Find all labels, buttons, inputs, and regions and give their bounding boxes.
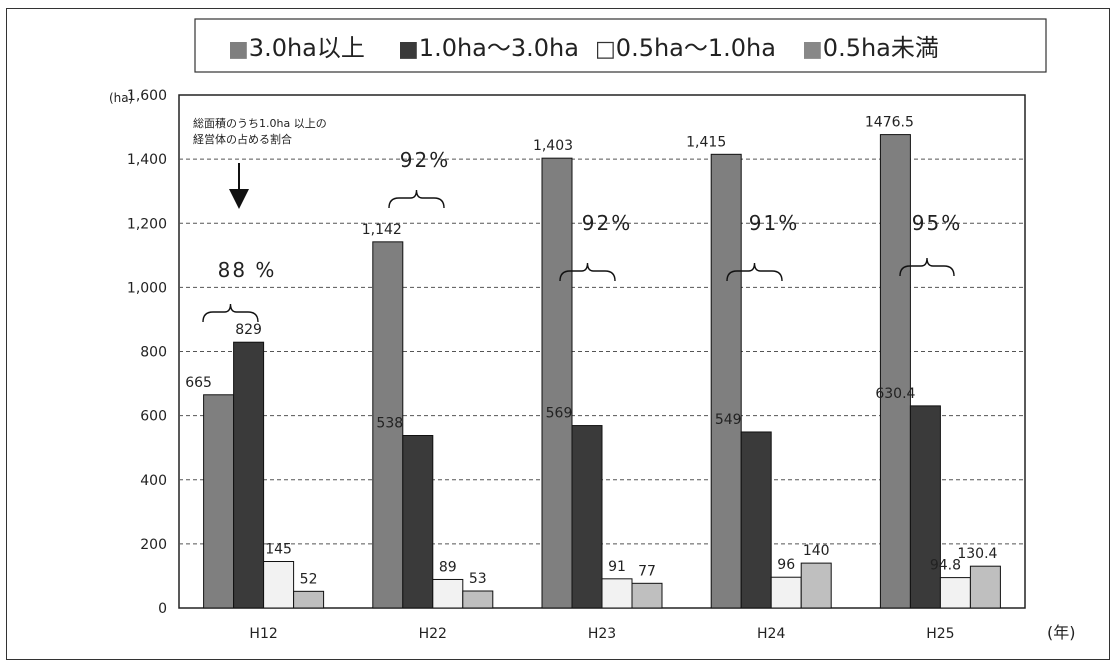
bar-H12-series-1 <box>203 394 235 609</box>
legend-label-2: 1.0ha～3.0ha <box>419 34 579 62</box>
legend-swatch-1: ■ <box>228 37 249 62</box>
y-tick-label: 1,200 <box>127 216 167 232</box>
bar-H25-series-3 <box>939 577 971 609</box>
legend-entry-3: □0.5ha～1.0ha <box>595 34 776 62</box>
y-tick-label: 800 <box>140 345 167 361</box>
brace <box>388 189 445 209</box>
x-tick-label: H22 <box>419 626 447 642</box>
bar-H22-series-4 <box>462 590 494 609</box>
bar-H25-series-2 <box>909 405 941 609</box>
bar-chart: ■3.0ha以上 ■1.0ha～3.0ha □0.5ha～1.0ha ■0.5ha未満… <box>109 18 1076 642</box>
brace <box>559 262 616 282</box>
bar-H23-series-3 <box>601 578 633 609</box>
legend: ■3.0ha以上 ■1.0ha～3.0ha □0.5ha～1.0ha ■0.5ha未満 <box>194 18 1047 73</box>
data-label: 630.4 <box>875 386 915 402</box>
data-label: 52 <box>300 571 318 587</box>
y-tick-label: 600 <box>140 409 167 425</box>
data-label: 53 <box>469 571 487 587</box>
percentage-label: 95% <box>912 211 962 235</box>
y-tick-label: 1,600 <box>127 88 167 104</box>
brace <box>202 303 259 323</box>
data-label: 89 <box>439 559 457 575</box>
data-label: 538 <box>376 416 403 432</box>
x-axis-unit: (年) <box>1047 623 1076 642</box>
brace <box>726 262 783 282</box>
bar-H23-series-4 <box>631 582 663 609</box>
data-label: 96 <box>777 557 795 573</box>
bar-H22-series-3 <box>432 578 464 609</box>
y-tick-label: 1,400 <box>127 152 167 168</box>
bar-H12-series-2 <box>233 341 265 609</box>
legend-swatch-3: □ <box>595 37 616 62</box>
data-label: 145 <box>265 542 292 558</box>
data-label: 91 <box>608 559 626 575</box>
x-tick-label: H24 <box>757 626 785 642</box>
data-label: 829 <box>235 322 262 338</box>
x-tick-label: H12 <box>249 626 277 642</box>
bar-H24-series-3 <box>770 576 802 609</box>
annotation-line-1: 総面積のうち1.0ha 以上の <box>193 116 327 130</box>
axes: 0 200 400 600 800 1,000 1,200 1,400 1,600(ha) H12… <box>109 88 1076 642</box>
annotation-line-2: 経営体の占める割合 <box>193 132 292 146</box>
percentage-label: 91% <box>749 211 799 235</box>
legend-swatch-2: ■ <box>398 37 419 62</box>
data-label: 1476.5 <box>865 115 914 131</box>
legend-entry-2: ■1.0ha～3.0ha <box>398 34 579 62</box>
bar-H25-series-4 <box>969 565 1001 609</box>
annotations: 665 829 145 52 1,142 538 89 53 1,403 569 91 77 1,415… <box>185 115 997 588</box>
bar-H12-series-4 <box>293 590 325 609</box>
x-tick-label: H23 <box>588 626 616 642</box>
brace <box>899 257 955 277</box>
data-label: 1,415 <box>686 134 726 150</box>
bar-H22-series-1 <box>372 241 404 609</box>
y-axis-unit: (ha) <box>109 91 133 105</box>
bar-H25-series-1 <box>879 134 911 609</box>
percentage-label: 92% <box>582 211 632 235</box>
bar-H12-series-3 <box>263 561 295 609</box>
bar-H24-series-2 <box>740 431 772 609</box>
data-label: 94.8 <box>930 558 961 574</box>
data-label: 140 <box>803 543 830 559</box>
data-label: 130.4 <box>957 546 997 562</box>
bar-H23-series-1 <box>541 157 573 609</box>
data-label: 549 <box>715 412 742 428</box>
y-tick-label: 400 <box>140 473 167 489</box>
data-label: 1,142 <box>362 222 402 238</box>
legend-label-3: 0.5ha～1.0ha <box>616 34 776 62</box>
legend-swatch-4: ■ <box>802 37 823 62</box>
legend-box <box>194 18 1047 73</box>
legend-label-1: 3.0ha以上 <box>249 34 365 62</box>
bars <box>203 134 1001 609</box>
data-label: 665 <box>185 375 212 391</box>
legend-entry-1: ■3.0ha以上 <box>228 34 365 62</box>
percentage-label: 92% <box>400 148 450 172</box>
data-label: 77 <box>638 563 656 579</box>
data-label: 1,403 <box>533 138 573 154</box>
data-label: 569 <box>546 406 573 422</box>
y-tick-label: 1,000 <box>127 280 167 296</box>
chart-frame: ■3.0ha以上 ■1.0ha～3.0ha □0.5ha～1.0ha ■0.5ha未満… <box>6 8 1110 660</box>
y-tick-label: 0 <box>158 601 167 617</box>
x-tick-label: H25 <box>926 626 954 642</box>
bar-H22-series-2 <box>402 435 434 609</box>
legend-entry-4: ■0.5ha未満 <box>802 34 939 62</box>
y-tick-label: 200 <box>140 537 167 553</box>
bar-H23-series-2 <box>571 425 603 609</box>
bar-H24-series-1 <box>710 153 742 609</box>
percentage-label: 88 % <box>218 258 277 282</box>
bar-H24-series-4 <box>800 562 832 609</box>
legend-label-4: 0.5ha未満 <box>823 34 939 62</box>
